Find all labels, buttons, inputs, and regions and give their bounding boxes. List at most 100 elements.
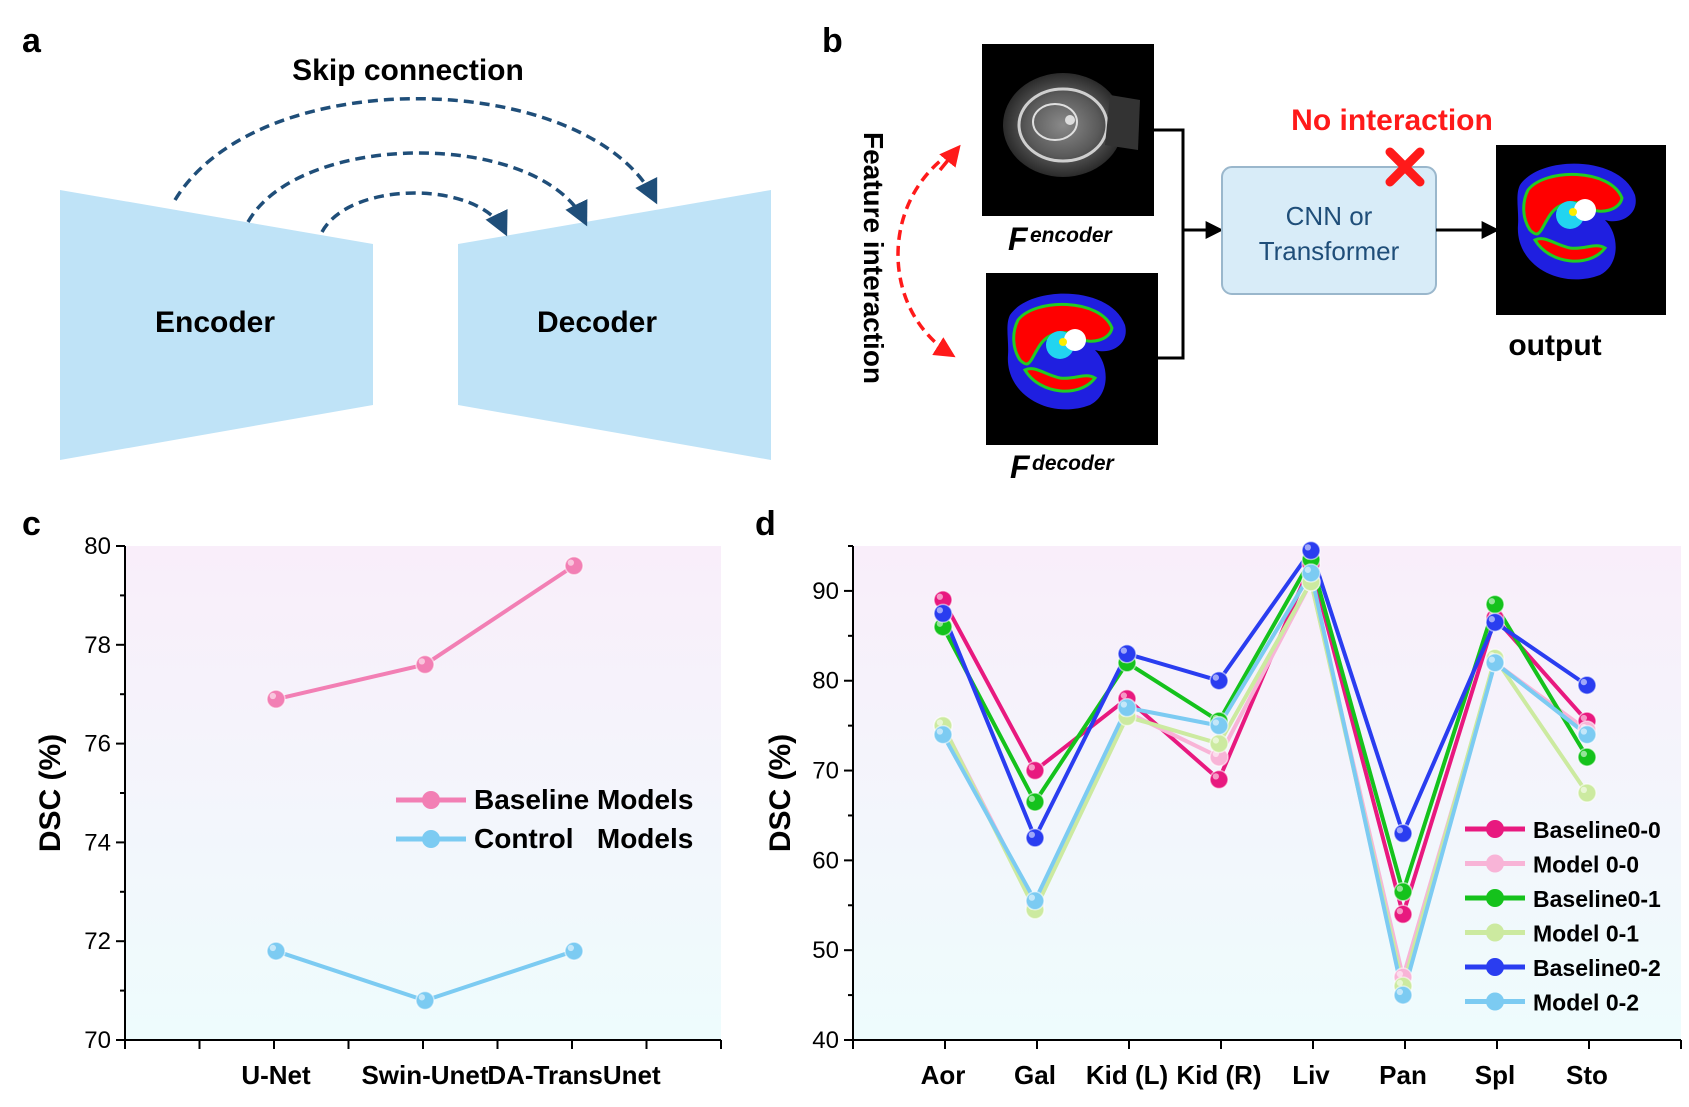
no-interaction-cross-icon <box>1385 147 1425 187</box>
legend-label-baseline-models: Baseline Models <box>474 784 693 815</box>
data-point-baseline-models <box>266 689 286 709</box>
data-point-highlight <box>1028 894 1035 901</box>
data-point-baseline0-1 <box>1577 747 1597 767</box>
data-point-highlight <box>1396 885 1403 892</box>
data-point-highlight <box>1028 831 1035 838</box>
data-point-baseline0-0 <box>1209 769 1229 790</box>
data-point-model-0-2 <box>1301 563 1321 583</box>
legend-label-baseline0-0: Baseline0-0 <box>1533 817 1661 843</box>
data-point-baseline0-1 <box>1393 882 1413 902</box>
encoder-block <box>60 190 373 460</box>
data-point-highlight <box>1212 674 1219 681</box>
data-point-highlight <box>567 944 574 952</box>
x-tick-label: Liv <box>1292 1060 1330 1090</box>
skip-arrow-inner <box>320 191 508 237</box>
data-point-model-0-2 <box>1117 697 1137 718</box>
data-point-highlight <box>269 944 276 952</box>
data-point-highlight <box>418 658 425 665</box>
data-point-highlight <box>1580 728 1587 735</box>
y-tick-label: 78 <box>84 632 111 659</box>
data-point-highlight <box>1396 827 1403 834</box>
skip-arrow-middle <box>246 151 588 227</box>
legend-marker-model-0-2 <box>1486 992 1504 1011</box>
data-point-baseline0-2 <box>933 603 953 624</box>
legend-label-baseline0-1: Baseline0-1 <box>1533 886 1661 912</box>
data-point-highlight <box>1304 544 1311 551</box>
y-tick-label: 80 <box>812 668 839 695</box>
data-point-highlight <box>1488 616 1495 623</box>
data-point-baseline-models <box>564 556 584 576</box>
data-point-highlight <box>1212 773 1219 780</box>
legend-marker-model-0-1 <box>1486 923 1504 942</box>
plot-background <box>853 546 1681 1040</box>
data-point-baseline0-0 <box>1393 904 1413 925</box>
y-tick-label: 90 <box>812 578 839 605</box>
no-interaction-label: No interaction <box>1291 104 1493 137</box>
data-point-control-models <box>564 941 584 961</box>
panel-b: b Feature interaction F encoder F decode… <box>822 22 1666 485</box>
x-tick-label: Kid (L) <box>1086 1060 1168 1090</box>
data-point-model-0-2 <box>1209 715 1229 736</box>
data-point-highlight <box>1580 714 1587 722</box>
panel-a: a Skip connection Encoder Decoder <box>22 22 771 460</box>
data-point-baseline0-2 <box>1485 612 1505 633</box>
data-point-highlight <box>1212 737 1219 744</box>
legend-label-model-0-2: Model 0-2 <box>1533 990 1639 1016</box>
skip-arrow-outer <box>173 97 658 205</box>
chart-d: 40 50 60 70 80 90 DSC (%) Aor Gal Kid (L) Kid (R) L… <box>764 540 1682 1090</box>
panel-letter-a: a <box>22 22 42 60</box>
feature-interaction-arrow <box>896 150 956 358</box>
decoder-block <box>458 190 771 460</box>
data-point-model-0-2 <box>1393 985 1413 1005</box>
panel-letter-b: b <box>822 22 843 60</box>
y-tick-label: 72 <box>84 928 111 955</box>
y-axis-label: DSC (%) <box>764 734 797 852</box>
data-point-highlight <box>1304 566 1311 573</box>
decoder-feature-superscript: decoder <box>1032 452 1116 475</box>
y-tick-label: 74 <box>84 829 111 856</box>
data-point-highlight <box>1488 656 1495 663</box>
y-tick-label: 80 <box>84 533 111 560</box>
x-tick-label: Sto <box>1566 1060 1608 1090</box>
data-point-highlight <box>1120 701 1127 708</box>
data-point-highlight <box>1488 598 1495 605</box>
data-point-baseline0-1 <box>1485 594 1505 615</box>
encoder-feature-superscript: encoder <box>1030 224 1114 247</box>
series-line-baseline0-1 <box>941 557 1589 894</box>
y-tick-label: 70 <box>812 758 839 785</box>
x-tick-label: DA-TransUnet <box>487 1060 661 1090</box>
data-point-highlight <box>1212 719 1219 726</box>
data-point-highlight <box>1396 979 1403 987</box>
legend-marker-baseline0-2 <box>1486 958 1504 976</box>
y-axis-label: DSC (%) <box>34 734 67 852</box>
data-point-highlight <box>567 559 574 566</box>
cnn-label-line1: CNN or <box>1286 201 1373 231</box>
data-point-model-0-2 <box>933 724 953 745</box>
data-point-baseline0-2 <box>1025 828 1045 848</box>
chart-c: 70 72 74 76 78 80 DSC (%) U-Net Swin-UnetDA-Tran… <box>34 533 722 1090</box>
data-point-highlight <box>936 607 943 614</box>
legend-label-model-0-1: Model 0-1 <box>1533 921 1639 947</box>
x-tick-label: Gal <box>1014 1060 1056 1090</box>
data-point-control-models <box>415 990 435 1011</box>
data-point-control-models <box>266 941 286 961</box>
legend-label-model-0-0: Model 0-0 <box>1533 852 1639 878</box>
legend-marker-baseline0-0 <box>1486 820 1504 838</box>
data-point-baseline0-1 <box>1025 792 1045 812</box>
data-point-highlight <box>936 719 943 726</box>
output-label: output <box>1508 329 1601 362</box>
legend-marker-control-models <box>422 830 440 848</box>
data-point-model-0-1 <box>1209 733 1229 754</box>
data-point-model-0-2 <box>1485 653 1505 673</box>
legend-marker-baseline0-1 <box>1486 889 1504 907</box>
panel-d: d 40 50 60 70 80 90 DSC (%) Aor Gal Kid (L) Kid (R… <box>755 505 1682 1090</box>
data-point-highlight <box>1396 988 1403 996</box>
data-point-highlight <box>1120 692 1127 699</box>
cnn-label-line2: Transformer <box>1259 236 1400 266</box>
decoder-feature-image <box>986 273 1158 445</box>
legend-marker-model-0-0 <box>1486 854 1504 873</box>
panel-letter-d: d <box>755 505 776 543</box>
data-point-highlight <box>418 994 425 1001</box>
skip-connection-label: Skip connection <box>292 54 524 87</box>
